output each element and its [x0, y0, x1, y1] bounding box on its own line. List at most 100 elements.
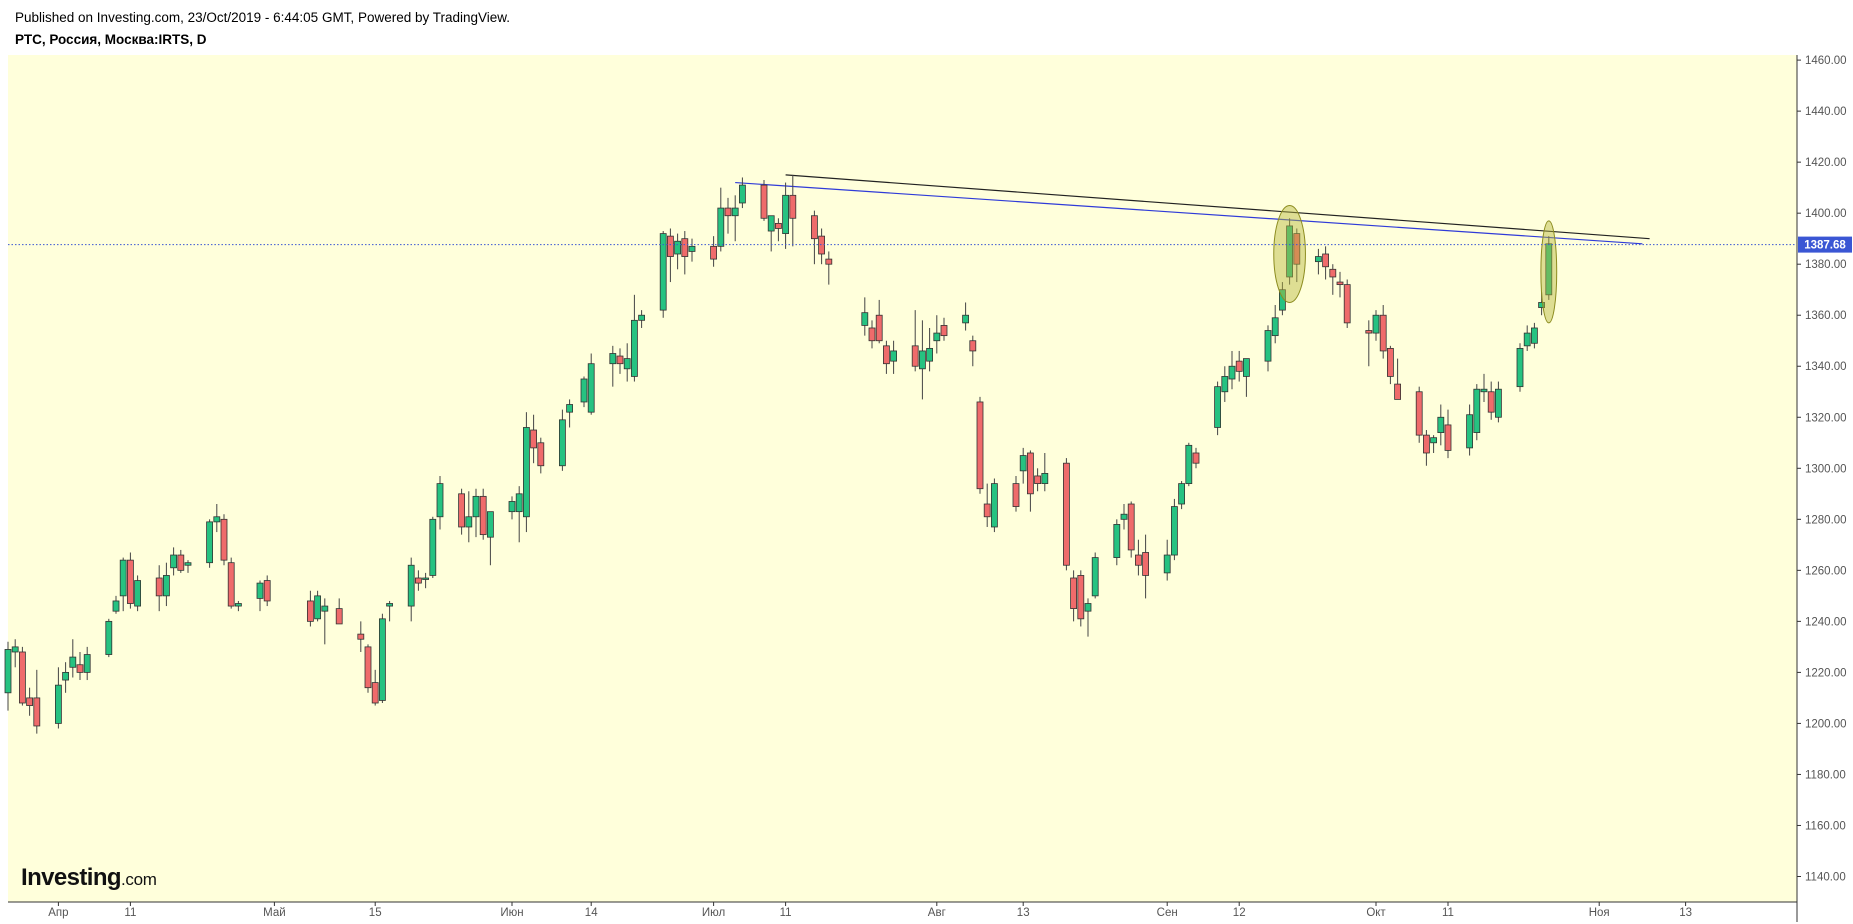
candle[interactable]: [364, 644, 372, 693]
candle[interactable]: [256, 580, 264, 612]
candle[interactable]: [861, 297, 869, 336]
candle[interactable]: [76, 651, 84, 681]
candle[interactable]: [18, 646, 26, 706]
candle[interactable]: [638, 310, 645, 328]
candle[interactable]: [335, 598, 343, 625]
candle[interactable]: [436, 475, 444, 530]
candle[interactable]: [177, 549, 185, 573]
candle[interactable]: [1336, 271, 1344, 298]
candle[interactable]: [1343, 279, 1351, 328]
candle[interactable]: [105, 618, 113, 658]
candle[interactable]: [782, 182, 789, 249]
candle[interactable]: [1063, 458, 1070, 571]
candle[interactable]: [1495, 381, 1502, 423]
candle[interactable]: [1264, 325, 1272, 372]
candle[interactable]: [486, 511, 494, 566]
candle[interactable]: [933, 315, 941, 354]
candle[interactable]: [306, 590, 314, 627]
candle[interactable]: [1084, 598, 1092, 637]
candle[interactable]: [530, 414, 537, 464]
investing-logo[interactable]: Investing.com: [21, 864, 157, 892]
candle[interactable]: [616, 348, 624, 374]
candle[interactable]: [1214, 381, 1221, 436]
candle[interactable]: [155, 565, 163, 612]
candle[interactable]: [875, 299, 883, 344]
candle[interactable]: [1293, 228, 1301, 283]
candle[interactable]: [357, 621, 365, 652]
candle[interactable]: [1228, 350, 1236, 390]
candle[interactable]: [1545, 236, 1553, 300]
candle[interactable]: [868, 320, 876, 349]
candle[interactable]: [631, 294, 638, 382]
candle[interactable]: [1120, 504, 1128, 530]
candle[interactable]: [162, 562, 170, 607]
candle[interactable]: [1473, 384, 1481, 441]
candle[interactable]: [1034, 468, 1041, 492]
candle[interactable]: [1279, 282, 1286, 316]
candle[interactable]: [739, 177, 746, 209]
candle[interactable]: [811, 210, 818, 265]
candle[interactable]: [26, 687, 34, 716]
candle[interactable]: [1077, 570, 1085, 627]
candle[interactable]: [623, 343, 631, 382]
candle[interactable]: [731, 195, 739, 242]
candle[interactable]: [991, 478, 998, 533]
candle[interactable]: [1221, 366, 1229, 402]
candle[interactable]: [1235, 350, 1243, 382]
candle[interactable]: [378, 613, 386, 704]
candle[interactable]: [962, 302, 969, 331]
candle[interactable]: [1516, 343, 1524, 392]
candle[interactable]: [11, 639, 19, 668]
candle[interactable]: [1387, 345, 1394, 385]
candle[interactable]: [170, 547, 178, 576]
candle[interactable]: [1178, 481, 1185, 510]
candle[interactable]: [926, 327, 933, 372]
candle[interactable]: [1142, 534, 1149, 599]
candle[interactable]: [206, 519, 214, 568]
candle[interactable]: [710, 236, 717, 267]
candle[interactable]: [1329, 264, 1337, 295]
candle[interactable]: [371, 669, 379, 706]
candle[interactable]: [969, 335, 977, 367]
candle[interactable]: [1271, 305, 1279, 344]
candle[interactable]: [523, 412, 530, 533]
candle[interactable]: [1192, 447, 1200, 469]
candle[interactable]: [688, 238, 696, 262]
candle[interactable]: [1286, 218, 1293, 285]
candle[interactable]: [386, 600, 394, 622]
candle[interactable]: [1185, 442, 1193, 487]
candle[interactable]: [537, 437, 545, 474]
candle[interactable]: [1113, 519, 1121, 566]
candle[interactable]: [983, 483, 991, 527]
candle[interactable]: [1315, 248, 1322, 275]
candle[interactable]: [4, 641, 12, 711]
candle[interactable]: [1322, 246, 1329, 280]
candle[interactable]: [1531, 322, 1538, 349]
candle[interactable]: [789, 174, 797, 247]
candle[interactable]: [1423, 430, 1430, 466]
candle[interactable]: [681, 231, 689, 275]
candle[interactable]: [587, 353, 595, 415]
candle[interactable]: [717, 187, 725, 252]
highlight-ellipse[interactable]: [1273, 205, 1306, 303]
candle[interactable]: [227, 557, 235, 609]
candle[interactable]: [1365, 320, 1373, 367]
candle[interactable]: [472, 488, 480, 538]
candle[interactable]: [1012, 475, 1020, 512]
candle[interactable]: [580, 376, 588, 408]
candle[interactable]: [1163, 539, 1171, 581]
candle[interactable]: [1430, 435, 1437, 453]
candle[interactable]: [609, 345, 617, 387]
candle[interactable]: [1243, 358, 1250, 397]
candle[interactable]: [890, 340, 897, 374]
candle[interactable]: [55, 667, 62, 729]
candle[interactable]: [33, 669, 41, 734]
candle[interactable]: [1415, 386, 1423, 443]
candle[interactable]: [1171, 498, 1178, 561]
candle[interactable]: [465, 491, 473, 543]
candle[interactable]: [1379, 305, 1387, 359]
candle[interactable]: [112, 595, 120, 614]
candle[interactable]: [213, 504, 221, 533]
highlight-ellipse[interactable]: [1540, 220, 1558, 324]
candle[interactable]: [127, 552, 134, 609]
